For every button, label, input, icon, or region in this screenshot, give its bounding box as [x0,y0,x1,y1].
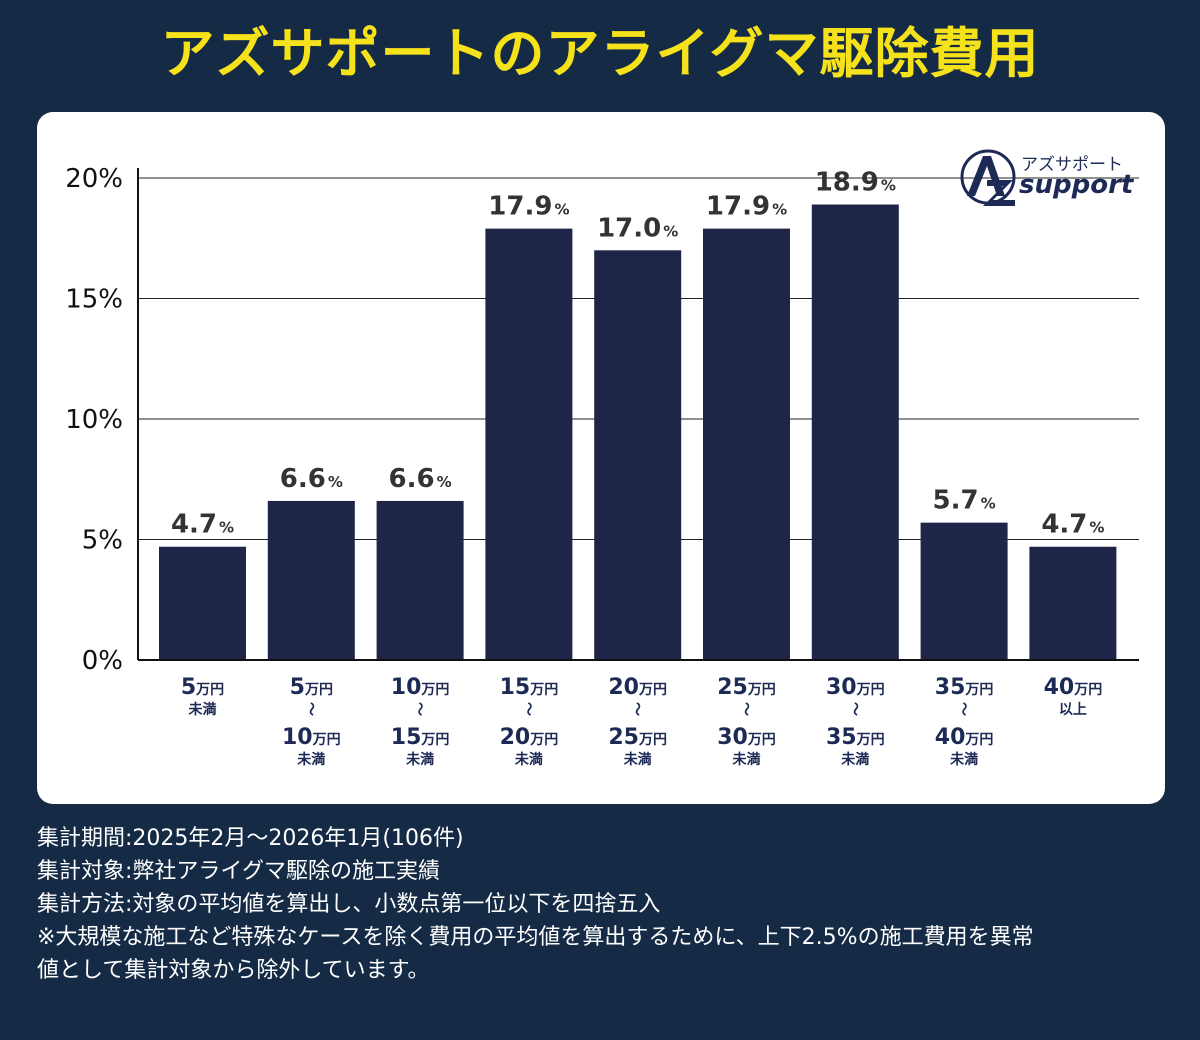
x-tick-label: 15万円 [500,675,559,700]
az-logo-icon [960,149,1016,206]
x-tick-sublabel: 未満 [297,751,325,768]
x-tick-label: 30万円 [826,675,885,700]
x-tick-label: 10万円 [282,725,341,750]
bar [159,546,246,660]
x-tick-tilde: 〜 [846,702,862,716]
x-tick-sublabel: 未満 [406,751,434,768]
x-tick-label: 10万円 [391,675,450,700]
bar [594,250,682,661]
bar [376,500,464,660]
x-tick-label: 20万円 [608,675,667,700]
y-tick-label: 10% [65,405,123,435]
y-tick-label: 5% [82,526,123,556]
y-tick-label: 15% [65,285,123,315]
bar-value-label: 6.6% [280,464,343,494]
x-tick-label: 35万円 [935,675,994,700]
x-tick-label: 35万円 [826,725,885,750]
bar-value-label: 17.9% [488,192,569,222]
x-tick-tilde: 〜 [629,702,645,716]
x-tick-label: 15万円 [391,725,450,750]
note-line: 値として集計対象から除外しています。 [37,958,430,983]
logo-kana-text: アズサポート [1021,155,1123,175]
x-tick-label: 5万円 [290,675,333,700]
x-tick-sublabel: 未満 [841,751,869,768]
note-line: 集計方法:対象の平均値を算出し、小数点第一位以下を四捨五入 [37,892,661,917]
x-tick-sublabel: 未満 [515,751,543,768]
logo-wordmark: support [1019,170,1134,200]
bar [703,228,790,661]
bar [485,228,573,661]
bar-value-label: 4.7% [1041,510,1104,540]
x-tick-label: 25万円 [717,675,776,700]
note-line: 集計対象:弊社アライグマ駆除の施工実績 [37,859,440,884]
bar-value-label: 5.7% [933,486,996,516]
x-tick-sublabel: 未満 [624,751,652,768]
x-tick-label: 40万円 [1044,675,1103,700]
company-logo: アズサポート support [957,144,1133,214]
bar-value-label: 18.9% [815,168,896,198]
bar-value-label: 17.9% [706,192,787,222]
y-tick-label: 20% [65,164,123,194]
note-line: 集計期間:2025年2月〜2026年1月(106件) [37,826,464,851]
x-tick-tilde: 〜 [520,702,536,716]
x-tick-label: 30万円 [717,725,776,750]
notes-block: 集計期間:2025年2月〜2026年1月(106件) 集計対象:弊社アライグマ駆… [37,822,1177,987]
x-tick-sublabel: 未満 [950,751,978,768]
x-tick-sublabel: 以上 [1059,702,1087,718]
x-tick-label: 20万円 [500,725,559,750]
x-tick-label: 40万円 [935,725,994,750]
x-tick-label: 25万円 [608,725,667,750]
y-tick-label: 0% [82,646,123,676]
x-tick-tilde: 〜 [411,702,427,716]
x-tick-tilde: 〜 [738,702,754,716]
bar [920,522,1008,660]
bar-value-label: 4.7% [171,510,234,540]
note-line: ※大規模な施工など特殊なケースを除く費用の平均値を算出するために、上下2.5%の… [37,925,1034,950]
bar [811,204,899,660]
x-tick-label: 5万円 [181,675,224,700]
x-tick-tilde: 〜 [302,702,318,716]
page-title: アズサポートのアライグマ駆除費用 [160,22,1040,85]
x-tick-sublabel: 未満 [733,751,761,768]
bar-value-label: 17.0% [597,213,678,243]
x-tick-sublabel: 未満 [189,701,217,718]
x-tick-tilde: 〜 [955,702,971,716]
chart-card: 0% 5% 10% 15% 20% 4.7% 5万円 未満 6.6% 5万円〜 10万円 未満 6.6%… [37,112,1165,804]
bar [1029,546,1117,660]
bar [267,500,355,660]
bar-value-label: 6.6% [389,464,452,494]
